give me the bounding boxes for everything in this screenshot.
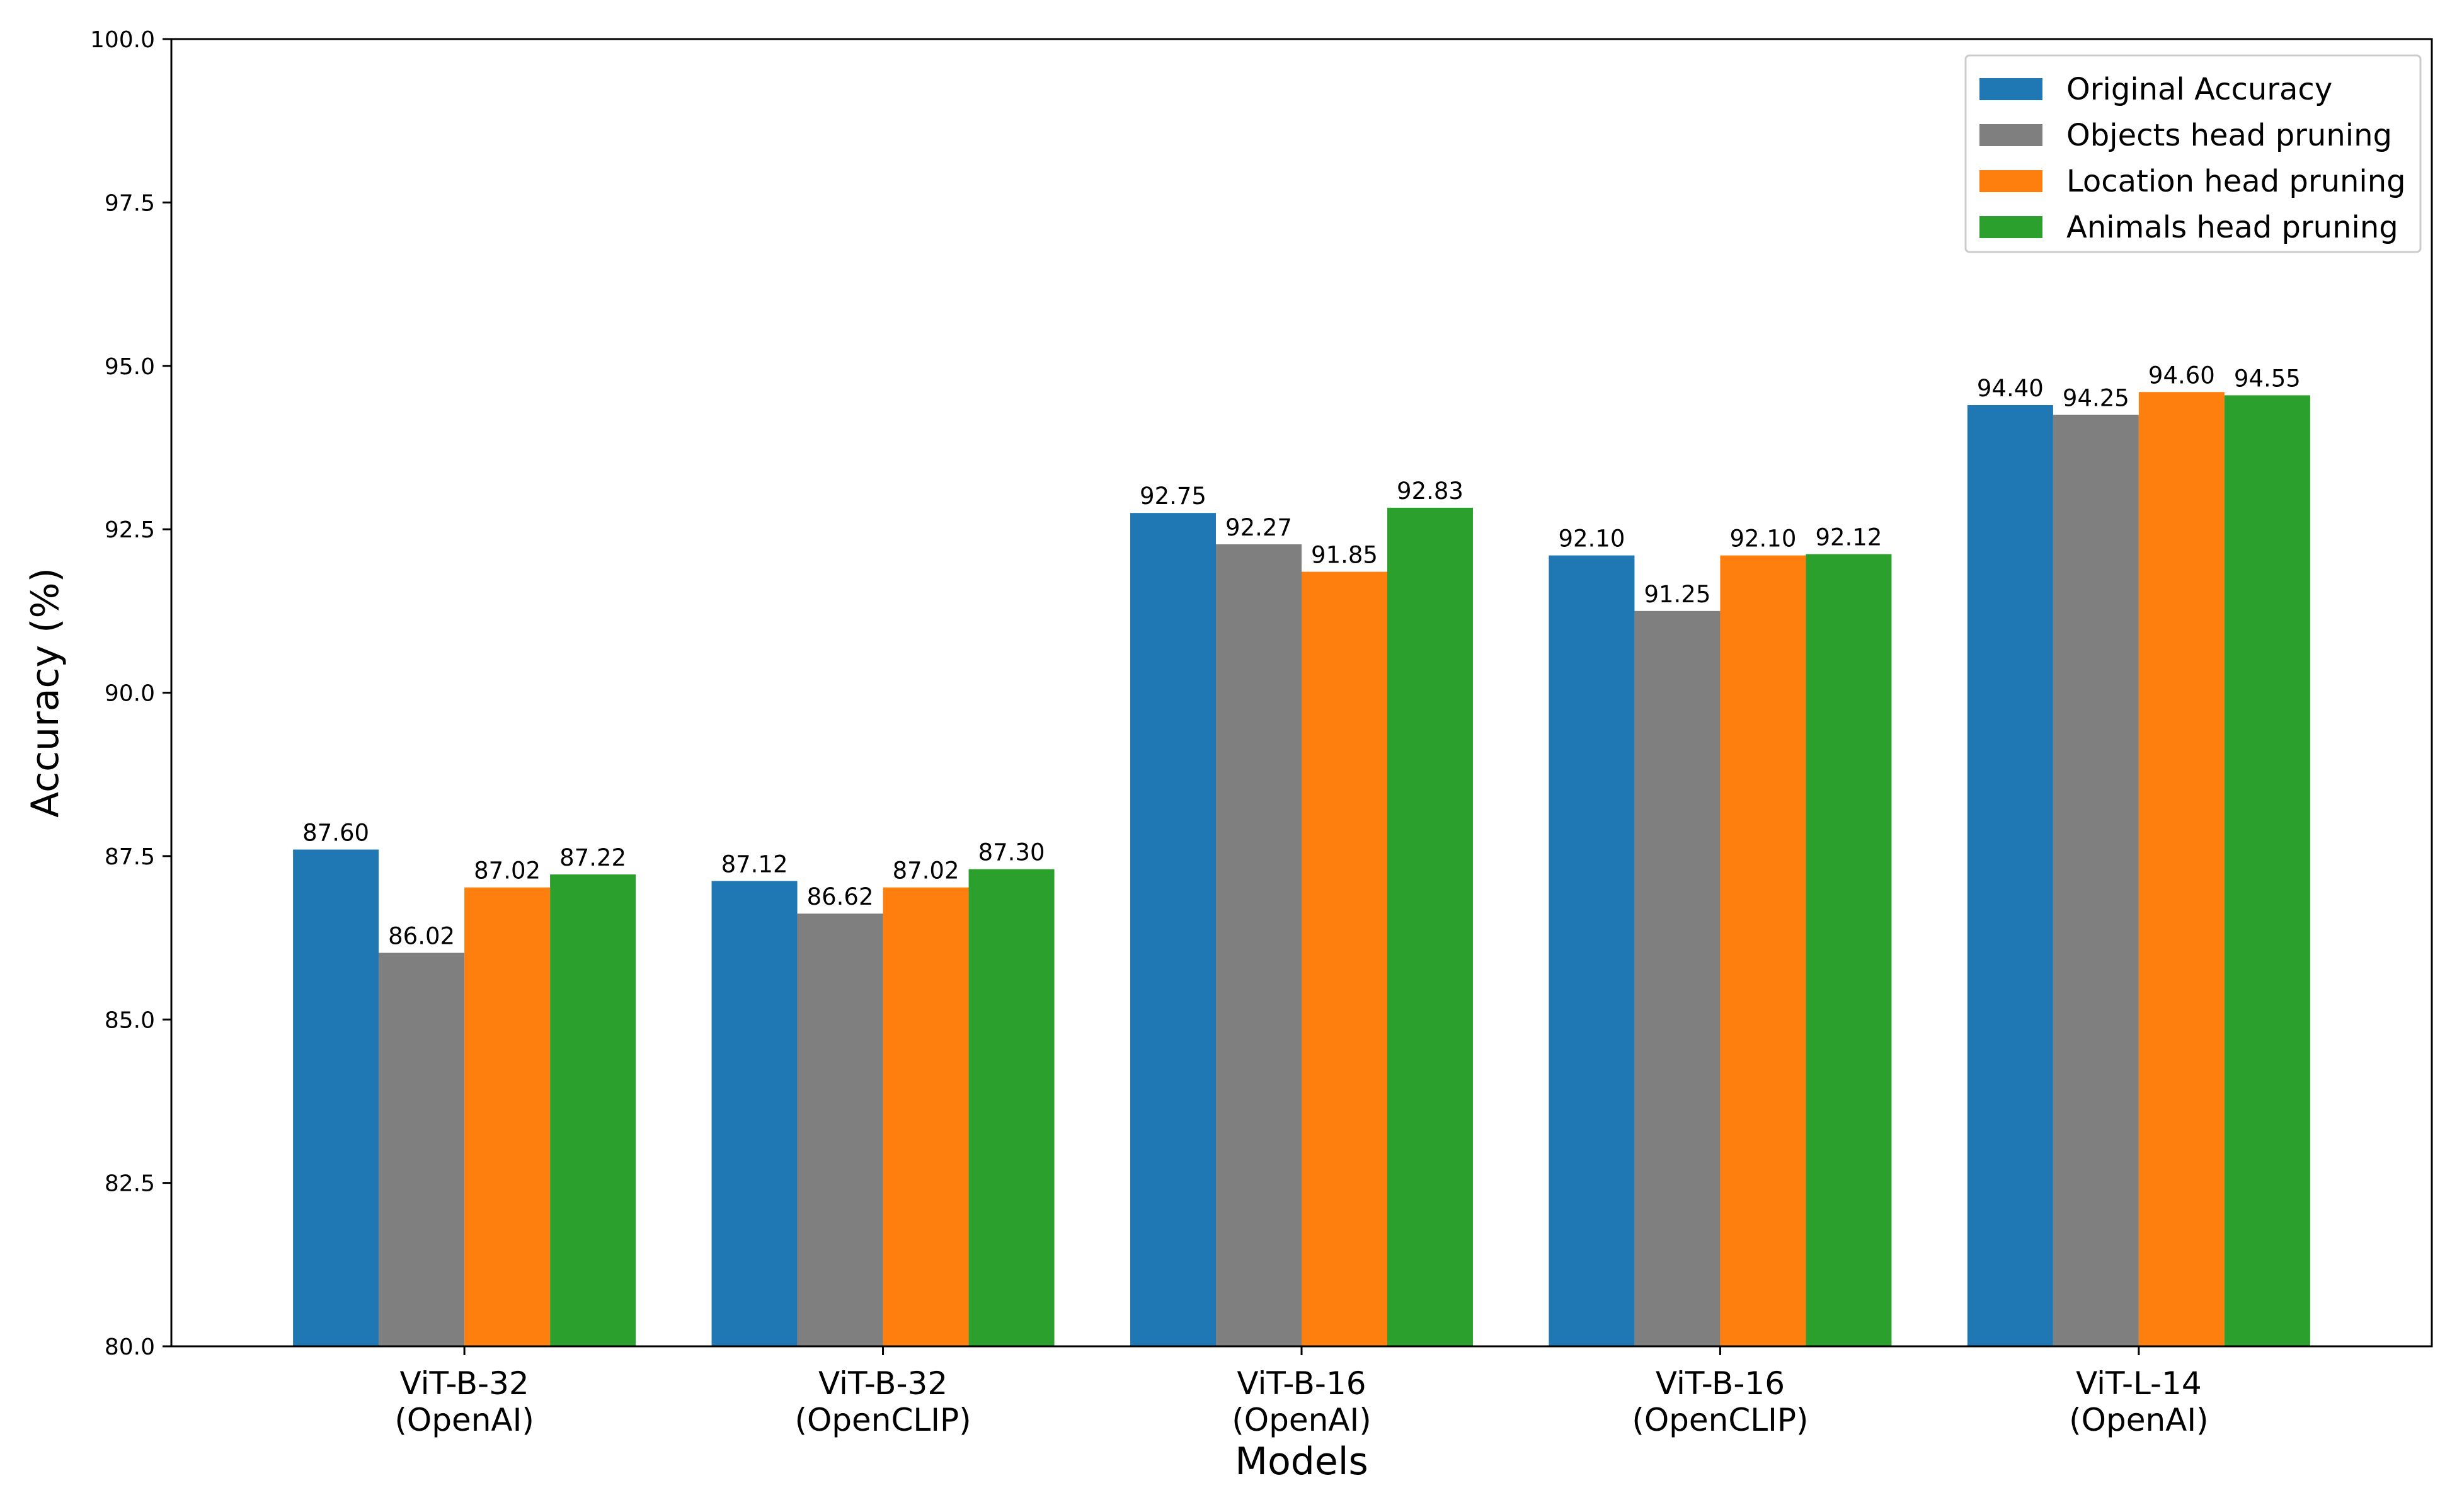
bar-value-label: 91.85 (1311, 542, 1378, 569)
bar-value-label: 91.25 (1644, 581, 1710, 608)
x-tick-label: ViT-B-16 (1237, 1365, 1366, 1402)
bar-value-label: 94.25 (2063, 385, 2129, 412)
legend-swatch (1979, 124, 2042, 146)
y-tick-label: 85.0 (105, 1007, 155, 1033)
bar-value-label: 94.55 (2234, 365, 2301, 392)
bars-group (293, 392, 2310, 1347)
x-tick-label: (OpenCLIP) (1632, 1402, 1808, 1438)
bar-1-4 (1549, 555, 1635, 1346)
legend-swatch (1979, 78, 2042, 100)
bar-1-1 (293, 849, 379, 1346)
bar-1-5 (1967, 405, 2053, 1346)
bar-1-3 (1130, 513, 1216, 1346)
y-tick-label: 82.5 (105, 1171, 155, 1197)
x-tick-label: ViT-L-14 (2076, 1365, 2202, 1402)
y-axis: 80.0 82.5 85.0 87.5 90.0 92.5 95.0 97.5 100.0 (90, 27, 171, 1360)
x-tick-label: (OpenAI) (394, 1402, 534, 1438)
y-tick-label: 90.0 (105, 681, 155, 707)
bar-value-label: 92.10 (1558, 525, 1625, 553)
bar-3-2 (883, 887, 969, 1346)
bar-value-label: 87.30 (978, 839, 1045, 866)
bar-value-label: 87.02 (474, 857, 541, 885)
legend-entry-label: Original Accuracy (2066, 72, 2332, 107)
bar-2-3 (1216, 544, 1302, 1346)
x-tick-label: (OpenAI) (2069, 1402, 2209, 1438)
x-tick-label: ViT-B-32 (400, 1365, 529, 1402)
y-tick-label: 95.0 (105, 354, 155, 380)
bar-value-label: 94.60 (2148, 362, 2215, 389)
y-tick-label: 100.0 (90, 27, 155, 53)
bar-value-label: 86.02 (388, 922, 455, 949)
x-tick-label: ViT-B-32 (818, 1365, 948, 1402)
legend-entry-label: Location head pruning (2066, 164, 2406, 199)
bar-3-3 (1302, 571, 1387, 1346)
plot-frame (170, 38, 2433, 1348)
y-axis-label: Accuracy (%) (23, 568, 67, 818)
bar-2-5 (2053, 415, 2139, 1346)
x-tick-label: ViT-B-16 (1656, 1365, 1785, 1402)
bar-value-label: 87.60 (302, 820, 369, 847)
legend: Original Accuracy Objects head pruning Loc… (1964, 54, 2422, 253)
bar-value-label: 94.40 (1977, 375, 2044, 402)
bar-4-1 (550, 874, 636, 1346)
bar-value-label: 92.75 (1140, 483, 1206, 510)
bar-labels-group: 87.60 87.12 92.75 92.10 94.40 86.02 86.62 92.27… (302, 362, 2301, 949)
bar-value-label: 92.83 (1397, 478, 1463, 505)
bar-3-4 (1720, 555, 1806, 1346)
bar-3-5 (2138, 392, 2225, 1346)
bar-value-label: 92.27 (1225, 514, 1292, 541)
y-tick-label: 97.5 (105, 190, 155, 216)
bar-value-label: 92.12 (1815, 524, 1882, 551)
x-tick-label: (OpenCLIP) (794, 1402, 971, 1438)
legend-entry-label: Objects head pruning (2066, 118, 2392, 153)
bar-2-4 (1634, 610, 1721, 1346)
x-tick-label: (OpenAI) (1232, 1402, 1372, 1438)
legend-entry-label: Animals head pruning (2066, 210, 2398, 245)
bar-value-label: 87.12 (721, 850, 788, 878)
legend-swatch (1979, 216, 2042, 238)
y-tick-label: 87.5 (105, 844, 155, 870)
bar-1-2 (711, 881, 798, 1346)
x-axis-label: Models (1235, 1440, 1368, 1484)
bar-2-2 (797, 914, 883, 1346)
bar-4-3 (1387, 507, 1473, 1347)
bar-4-5 (2224, 395, 2310, 1346)
bar-3-1 (464, 887, 551, 1346)
y-tick-label: 80.0 (105, 1334, 155, 1360)
x-axis: ViT-B-32(OpenAI)ViT-B-32(OpenCLIP)ViT-B-… (394, 1346, 2209, 1438)
bar-4-4 (1806, 554, 1892, 1346)
y-tick-label: 92.5 (105, 517, 155, 543)
bar-value-label: 86.62 (807, 883, 874, 910)
bar-4-2 (968, 869, 1055, 1346)
bar-value-label: 92.10 (1729, 525, 1796, 553)
bar-value-label: 87.02 (893, 857, 959, 885)
legend-box (1964, 54, 2422, 253)
legend-swatch (1979, 170, 2042, 192)
bar-2-1 (379, 953, 465, 1346)
bar-value-label: 87.22 (559, 844, 626, 871)
